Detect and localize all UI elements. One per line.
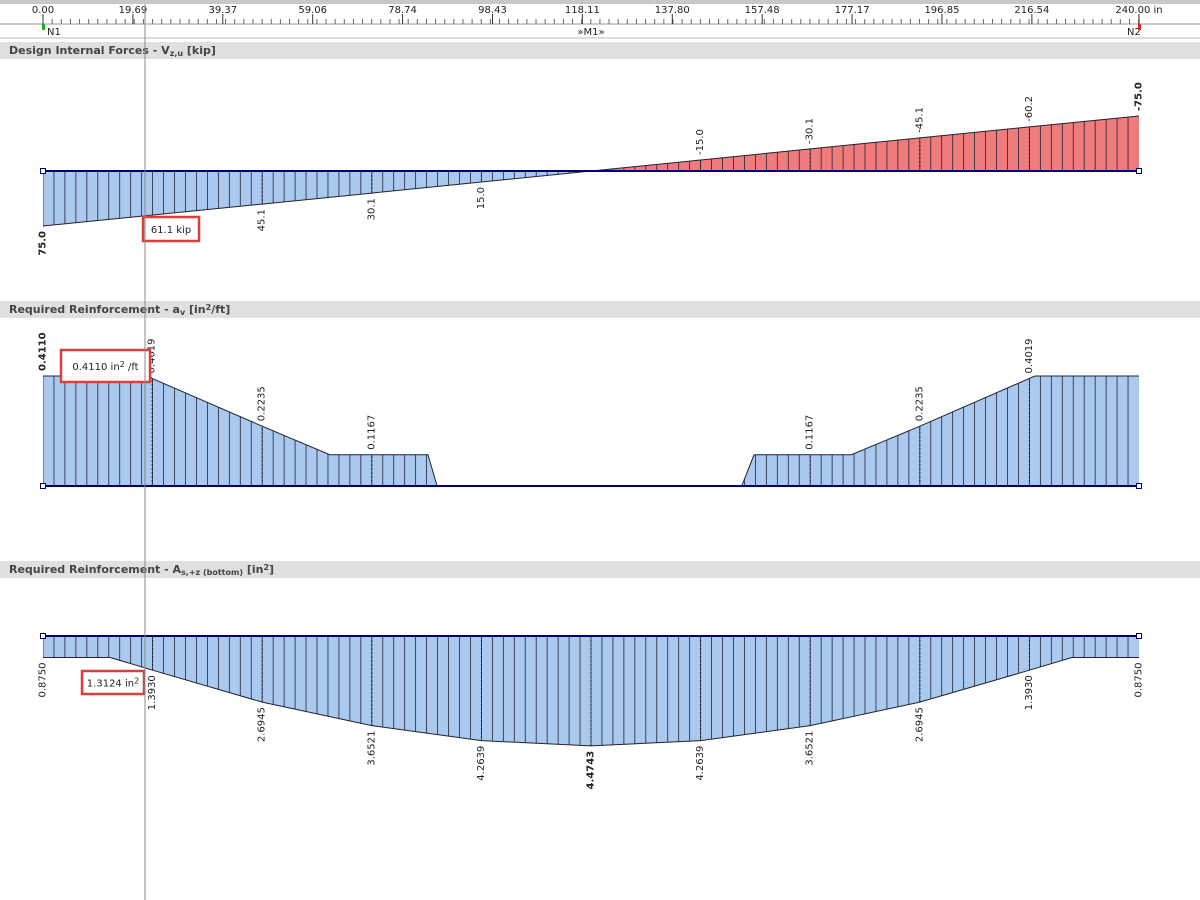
- value-label: 4.2639: [695, 746, 706, 781]
- value-label: -60.2: [1024, 96, 1035, 122]
- value-label: 1.3930: [1024, 675, 1035, 710]
- axis-end: [40, 168, 46, 174]
- ruler-tick-label: 177.17: [835, 5, 870, 16]
- text-part: /ft]: [211, 303, 230, 316]
- text-part: /ft: [125, 362, 139, 373]
- ruler-tick-label: 98.43: [478, 5, 507, 16]
- text-part: s,+z (bottom): [181, 568, 243, 577]
- diagram-outline: [42, 115, 1140, 227]
- ruler-tick-label: 196.85: [924, 5, 959, 16]
- value-label: 0.4019: [1024, 338, 1035, 373]
- callout-box: [141, 215, 201, 243]
- value-label: 0.1167: [805, 415, 816, 450]
- value-label: 0.8750: [1134, 662, 1145, 697]
- callout-box: [80, 669, 146, 696]
- ruler-tick-label: 59.06: [298, 5, 327, 16]
- axis-end: [40, 483, 46, 489]
- value-label: -15.0: [695, 129, 706, 155]
- value-label: 0.4110: [38, 332, 49, 371]
- value-label: 2.6945: [914, 707, 925, 742]
- panel-title: Required Reinforcement - As,+z (bottom) …: [9, 563, 274, 577]
- text-part: 1.3124 in: [87, 679, 134, 690]
- text-part: V: [161, 44, 170, 57]
- ruler-tick-label: 216.54: [1014, 5, 1049, 16]
- value-label: 0.1167: [366, 415, 377, 450]
- value-label: 0.2235: [257, 386, 268, 421]
- ruler-tick-label: 240.00 in: [1115, 5, 1162, 16]
- text-part: Design Internal Forces -: [9, 44, 161, 57]
- node-marker: [42, 24, 45, 30]
- text-part: a: [173, 303, 180, 316]
- panel-header: [0, 42, 1200, 59]
- panel-title: Design Internal Forces - Vz,u [kip]: [9, 44, 216, 58]
- value-label: 0.4019: [147, 338, 158, 373]
- callout-box: [59, 348, 152, 384]
- text-part: Required Reinforcement -: [9, 563, 173, 576]
- text-part: 2: [206, 303, 212, 312]
- ruler-tick-label: 157.48: [745, 5, 780, 16]
- callout-text: 0.4110 in2 /ft: [72, 360, 138, 373]
- node-label: N2: [1127, 27, 1141, 38]
- text-part: Required Reinforcement -: [9, 303, 173, 316]
- panel-title: Required Reinforcement - av [in2/ft]: [9, 303, 230, 317]
- ruler-tick-label: 137.80: [655, 5, 690, 16]
- text-part: ]: [269, 563, 274, 576]
- value-label: 15.0: [476, 187, 487, 209]
- text-part: 61.1 kip: [151, 225, 191, 236]
- value-label: 4.4743: [586, 751, 597, 790]
- text-part: 2: [120, 360, 125, 369]
- ruler-tick-label: 39.37: [208, 5, 237, 16]
- text-part: 0.4110 in: [72, 362, 119, 373]
- value-label: 30.1: [366, 198, 377, 220]
- panel-header: [0, 561, 1200, 578]
- ruler-tick-label: 0.00: [32, 5, 54, 16]
- value-label: 0.8750: [38, 662, 49, 697]
- panel-header: [0, 301, 1200, 318]
- value-label: 2.6945: [257, 707, 268, 742]
- ruler-tick-label: 78.74: [388, 5, 417, 16]
- value-label: 1.3930: [147, 675, 158, 710]
- axis-end: [40, 633, 46, 639]
- ruler-tick-label: 118.11: [565, 5, 600, 16]
- node-label: N1: [47, 27, 61, 38]
- callout-text: 61.1 kip: [151, 225, 191, 236]
- text-part: v: [180, 308, 186, 317]
- text-part: A: [173, 563, 182, 576]
- value-label: -75.0: [1134, 82, 1145, 111]
- text-part: [in: [185, 303, 205, 316]
- node-marker: [1138, 24, 1141, 30]
- axis-end: [1136, 633, 1142, 639]
- value-label: 4.2639: [476, 746, 487, 781]
- text-part: z,u: [170, 49, 184, 58]
- node-label: »M1»: [577, 27, 604, 38]
- text-part: 2: [134, 676, 139, 685]
- ruler-tick-label: 19.69: [119, 5, 148, 16]
- axis-end: [1136, 483, 1142, 489]
- value-label: 3.6521: [366, 731, 377, 766]
- value-label: 3.6521: [805, 731, 816, 766]
- text-part: [in: [243, 563, 263, 576]
- axis-end: [1136, 168, 1142, 174]
- top-border: [0, 0, 1200, 4]
- value-label: 75.0: [38, 231, 49, 256]
- callout-text: 1.3124 in2: [87, 676, 139, 689]
- text-part: 2: [263, 563, 269, 572]
- value-label: 45.1: [257, 209, 268, 231]
- value-label: -30.1: [805, 118, 816, 144]
- text-part: [kip]: [183, 44, 216, 57]
- value-label: -45.1: [914, 107, 925, 133]
- value-label: 0.2235: [914, 386, 925, 421]
